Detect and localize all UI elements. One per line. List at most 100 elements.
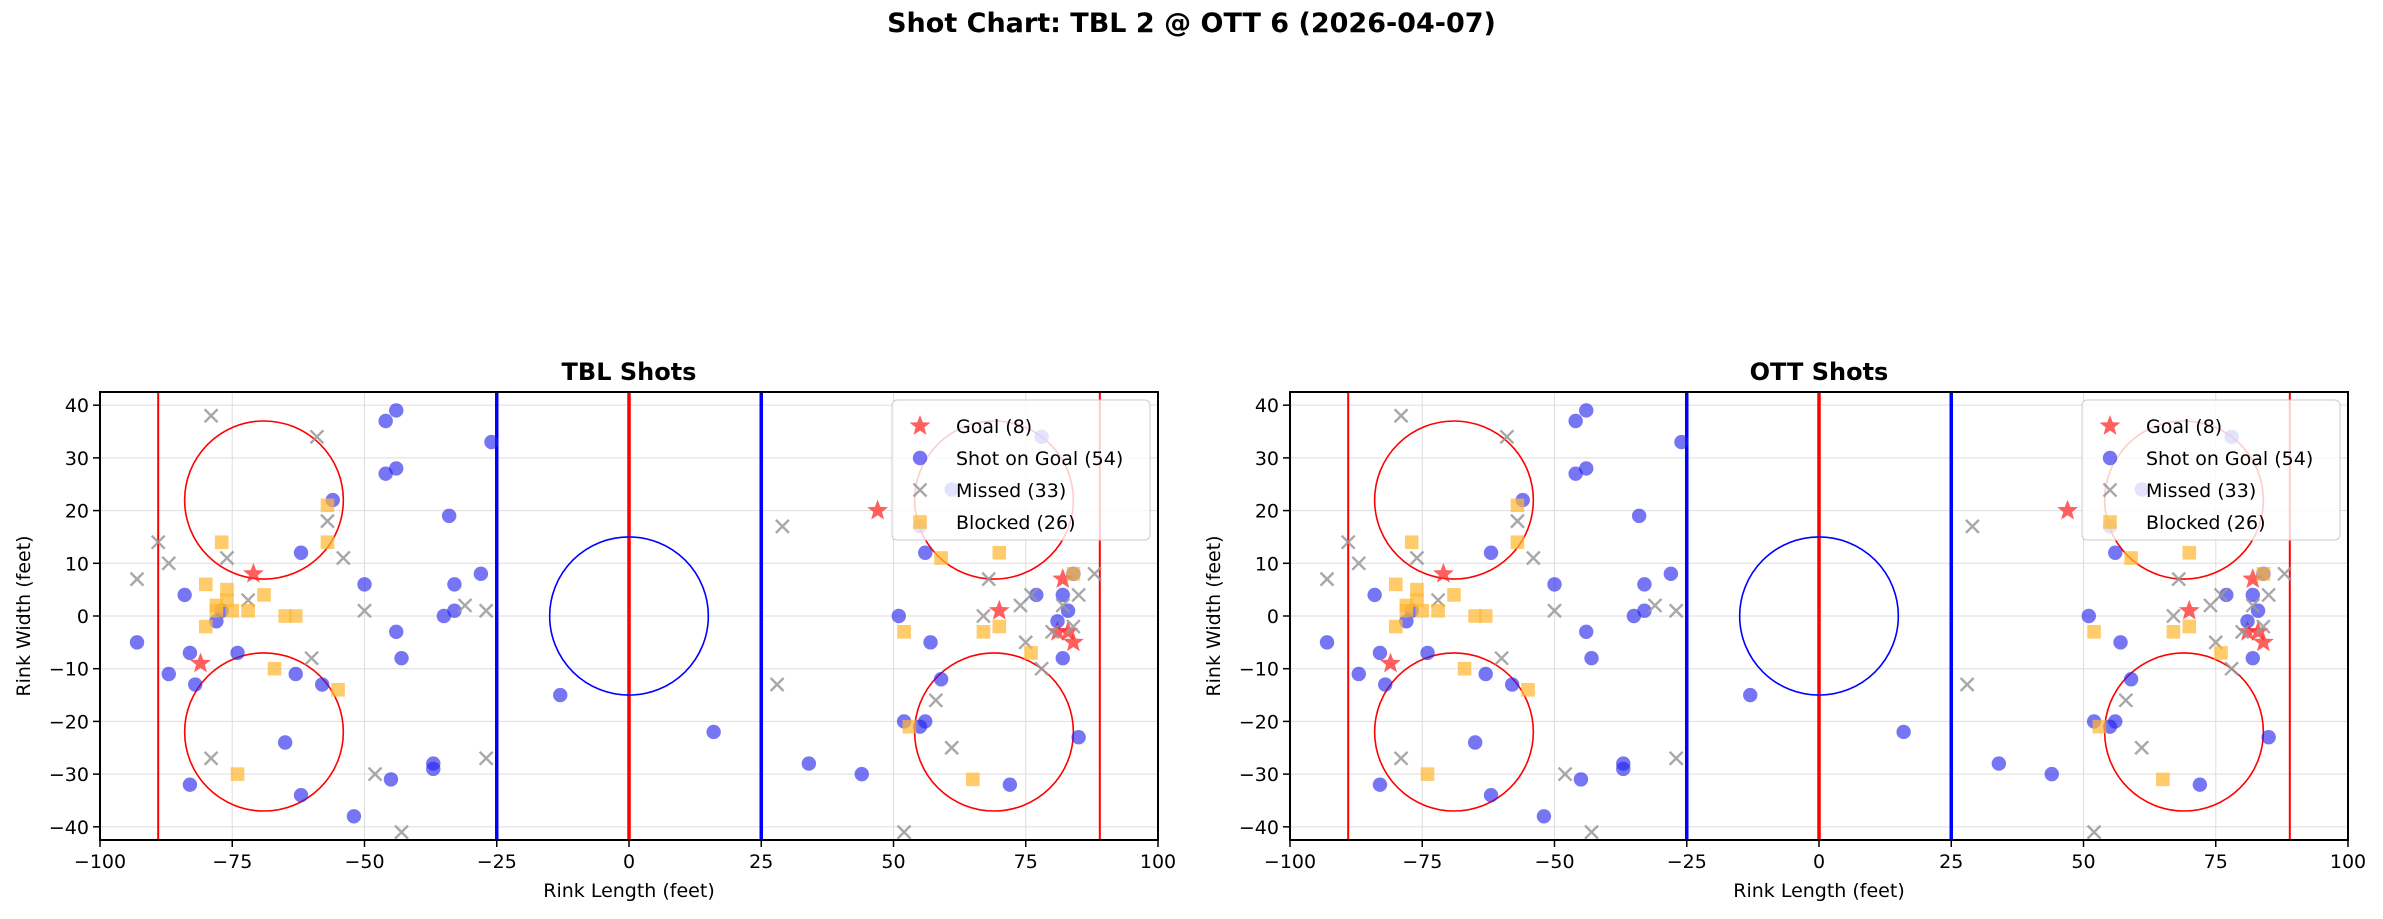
point-circle <box>1547 577 1562 592</box>
x-tick-label: −25 <box>477 851 517 873</box>
y-tick-label: −40 <box>1239 817 1279 839</box>
point-x <box>769 677 785 692</box>
y-tick-label: 20 <box>1255 501 1279 523</box>
point-circle <box>314 677 330 692</box>
point-circle <box>854 766 869 782</box>
point-circle <box>1579 624 1594 640</box>
x-tick-label: 75 <box>1014 851 1038 873</box>
point-circle <box>1050 614 1065 629</box>
point-square <box>1410 593 1424 607</box>
y-axis-label: Rink Width (feet) <box>1203 535 1225 696</box>
point-circle <box>2044 766 2059 782</box>
point-square <box>2166 625 2181 639</box>
point-x <box>304 650 319 666</box>
point-square <box>1468 609 1482 623</box>
point-circle <box>1568 413 1583 429</box>
point-x <box>981 571 997 587</box>
legend-marker-star <box>909 415 931 435</box>
point-circle <box>2261 730 2276 745</box>
point-square <box>934 551 948 565</box>
point-square <box>897 625 911 639</box>
point-x <box>203 408 219 424</box>
point-circle <box>1372 777 1388 792</box>
point-star <box>1380 652 1401 673</box>
point-circle <box>2192 777 2208 792</box>
point-square <box>992 545 1007 560</box>
point-circle <box>1663 566 1679 582</box>
point-x <box>1087 566 1102 582</box>
point-square <box>2156 772 2170 787</box>
point-circle <box>1071 730 1086 745</box>
point-square <box>241 603 255 618</box>
legend: Goal (8) Shot on Goal (54) Missed (33) Bloc… <box>891 399 1151 541</box>
point-square <box>199 619 213 634</box>
point-x <box>1557 766 1573 782</box>
point-square <box>976 625 991 639</box>
legend-marker-x <box>912 482 928 498</box>
y-tick-label: 10 <box>65 553 89 575</box>
x-tick-label: 0 <box>1813 851 1825 873</box>
legend-label: Blocked (26) <box>2146 512 2266 534</box>
point-x <box>219 550 235 566</box>
point-circle <box>1483 788 1499 803</box>
point-x <box>1393 408 1409 424</box>
point-star <box>867 499 889 520</box>
point-x <box>161 555 177 571</box>
y-tick-label: 20 <box>65 501 89 523</box>
point-x <box>944 740 960 756</box>
x-tick-label: 25 <box>1939 851 1963 873</box>
point-square <box>1410 582 1424 597</box>
point-square <box>1066 567 1081 581</box>
point-star <box>988 599 1010 620</box>
point-circle <box>389 461 404 476</box>
faceoff-circle <box>1373 420 1535 580</box>
x-tick-label: −50 <box>344 851 384 873</box>
y-tick-label: 10 <box>1255 553 1279 575</box>
point-x <box>2224 661 2239 677</box>
legend-frame <box>2081 399 2341 541</box>
y-tick-label: −30 <box>49 764 89 786</box>
ott-shot-chart: OTT Shots−100 −75 −50 −25 0 25 50 75 100−40−30−2… <box>1203 358 2366 902</box>
legend-label: Missed (33) <box>956 480 1066 502</box>
point-circle <box>1504 677 1520 692</box>
point-circle <box>473 566 489 582</box>
legend-label: Goal (8) <box>956 416 1032 438</box>
point-star <box>190 652 211 673</box>
series-x <box>1319 408 2292 840</box>
point-x <box>1494 650 1509 666</box>
point-square <box>966 772 980 787</box>
point-x <box>1409 550 1425 566</box>
x-tick-label: −25 <box>1667 851 1707 873</box>
point-square <box>1478 609 1493 623</box>
y-tick-label: −30 <box>1239 764 1279 786</box>
point-star <box>2057 499 2079 520</box>
point-x <box>2166 608 2181 624</box>
legend-marker-circle <box>912 450 928 466</box>
point-circle <box>2240 614 2255 629</box>
point-x <box>976 608 991 624</box>
y-axis: −40 −30 −20 −10 0 10 20 30 40 <box>1239 395 1290 839</box>
point-square <box>199 577 213 592</box>
point-circle <box>1420 645 1435 661</box>
point-circle <box>1467 735 1483 750</box>
point-circle <box>1579 461 1594 476</box>
point-x <box>1959 677 1975 692</box>
point-circle <box>288 666 303 682</box>
point-square <box>1521 682 1535 697</box>
point-circle <box>447 577 462 592</box>
x-tick-label: 50 <box>2071 851 2095 873</box>
legend-label: Goal (8) <box>2146 416 2222 438</box>
point-circle <box>2219 587 2234 603</box>
legend-marker-x <box>2102 482 2118 498</box>
point-circle <box>357 577 372 592</box>
point-x <box>1965 519 1980 534</box>
legend-marker-square <box>913 515 927 529</box>
point-x <box>335 550 351 566</box>
point-x <box>1066 619 1081 634</box>
y-tick-label: 30 <box>1255 448 1279 470</box>
y-axis-label: Rink Width (feet) <box>13 535 35 696</box>
chart-title: OTT Shots <box>1750 358 1889 386</box>
point-square <box>2214 646 2228 660</box>
point-square <box>992 619 1007 634</box>
point-circle <box>394 650 409 666</box>
